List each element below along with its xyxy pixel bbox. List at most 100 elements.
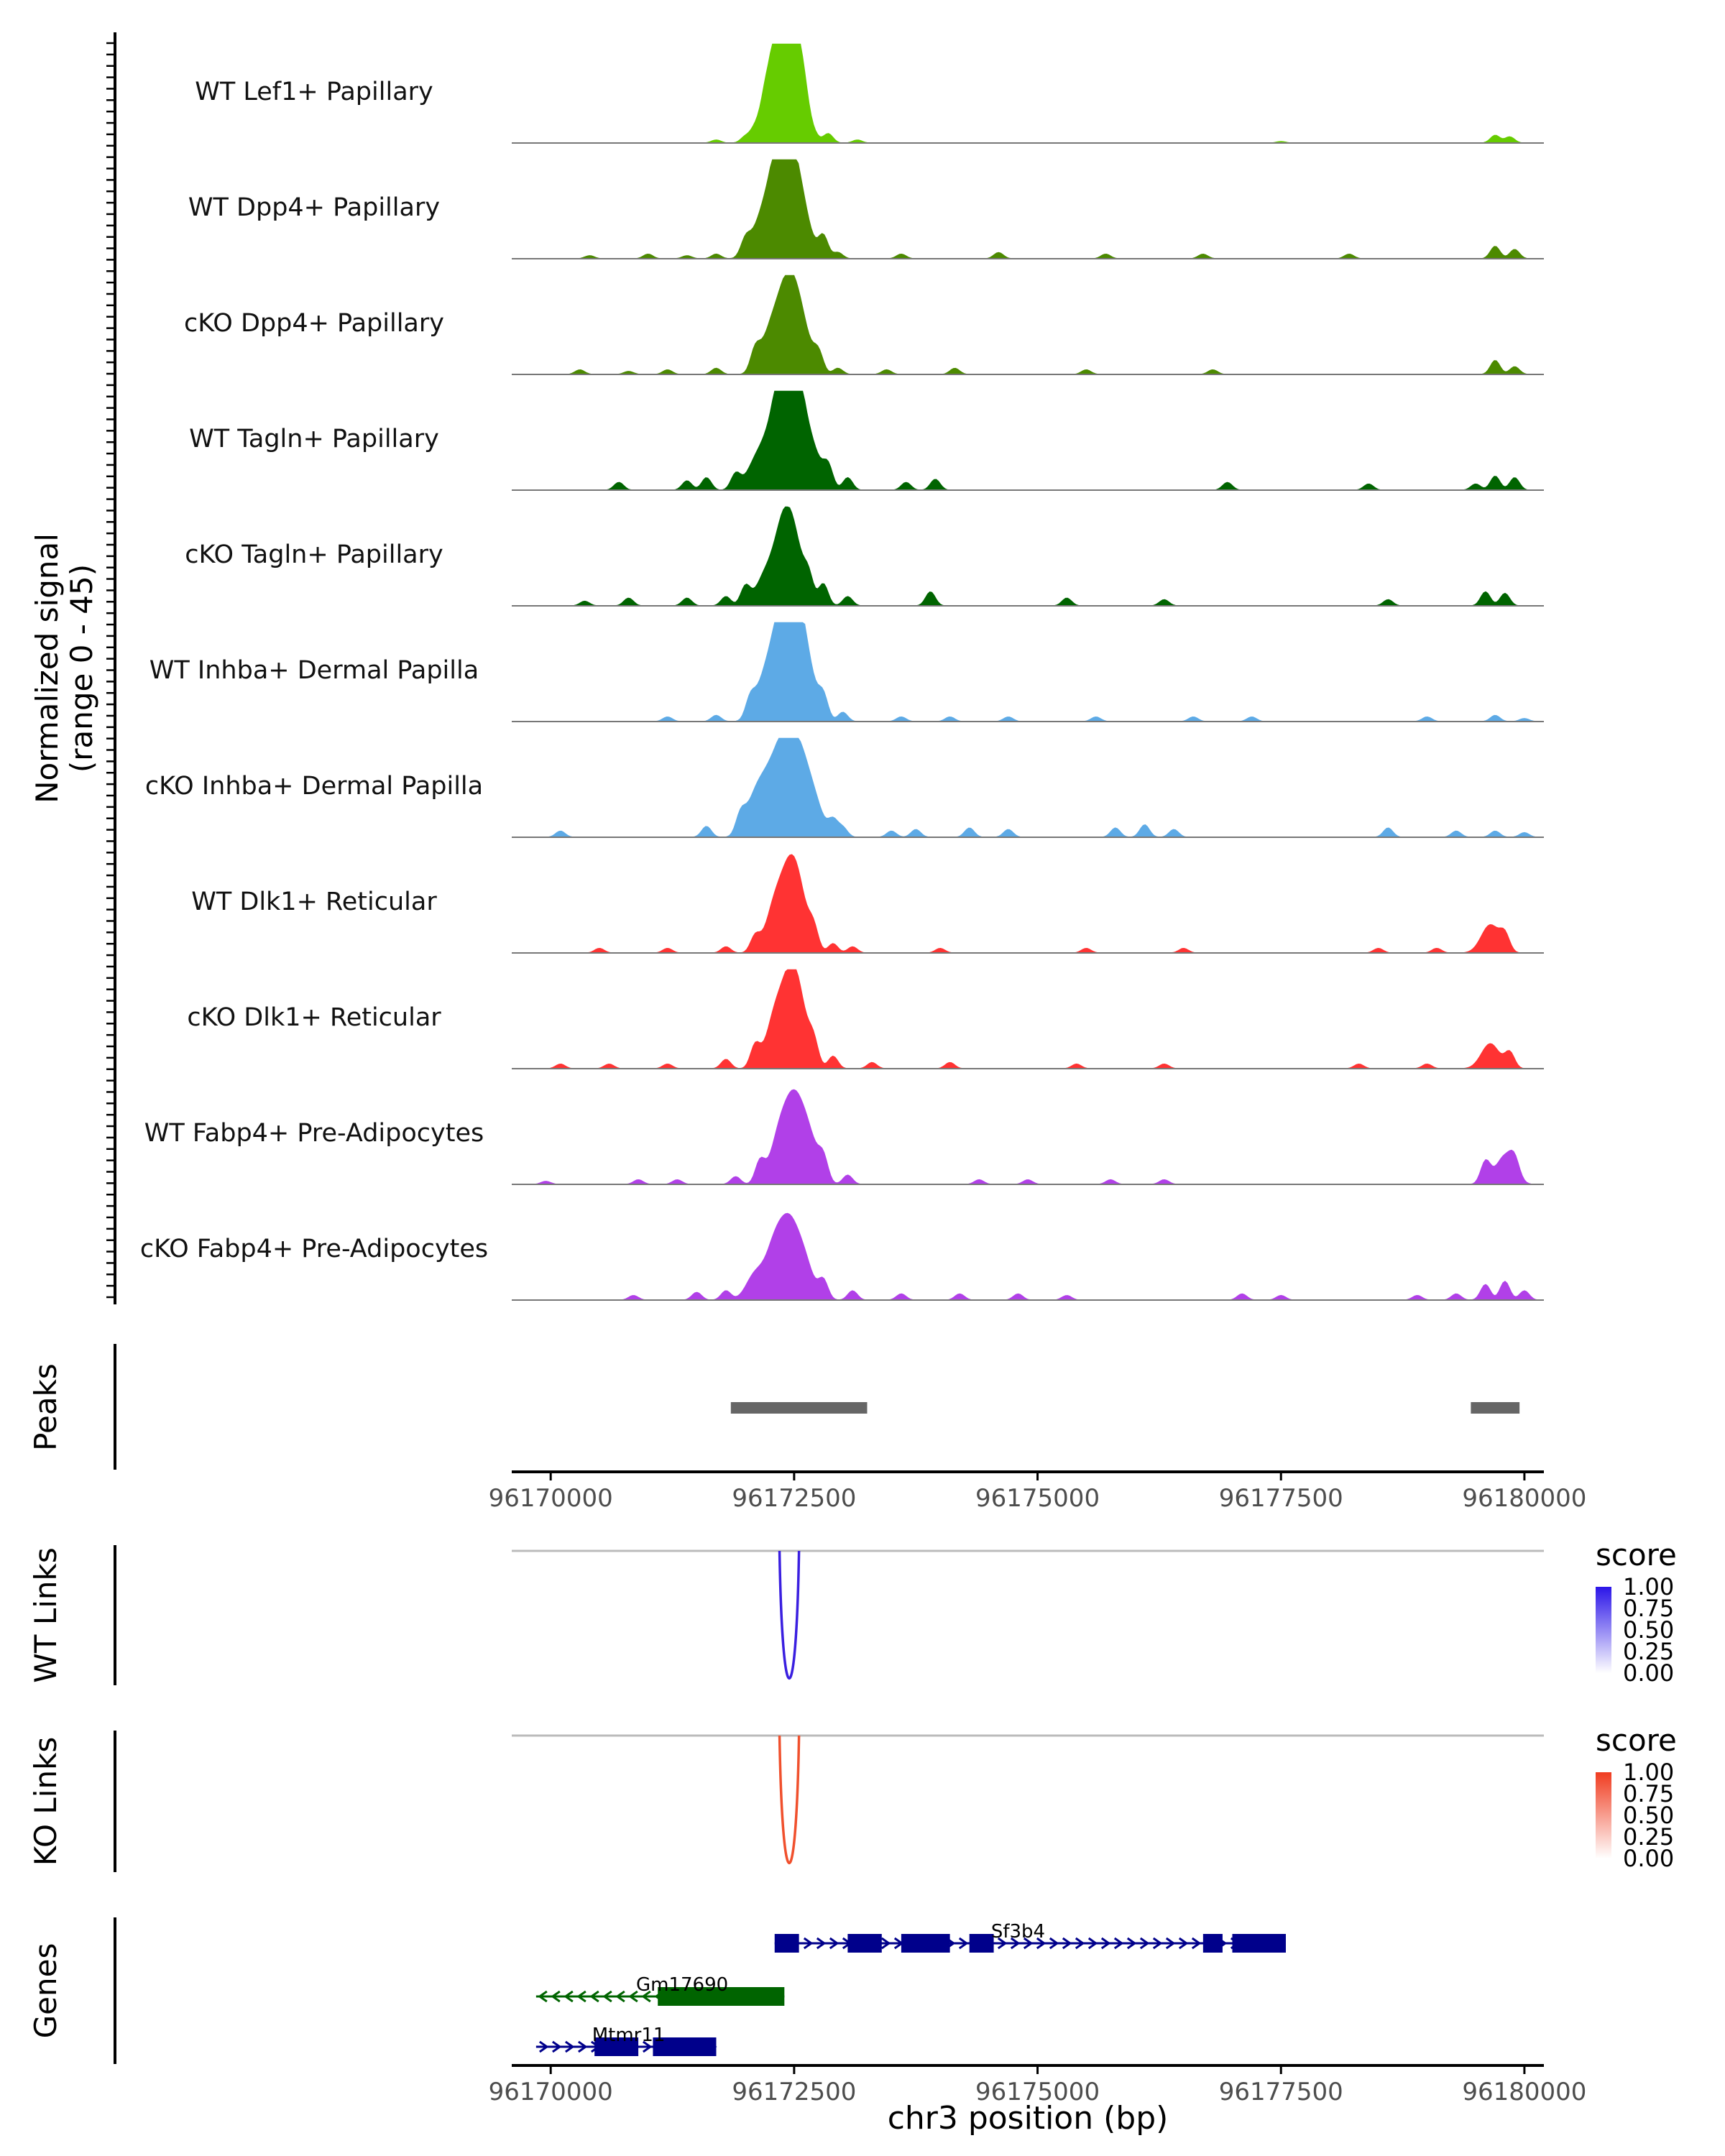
- x-tick-label-genes: 96170000: [489, 2078, 613, 2106]
- gene-strand-chevron: [1178, 1937, 1189, 1950]
- gene-strand-chevron: [643, 2040, 653, 2053]
- legend-panel: score1.000.750.500.250.00score1.000.750.…: [1596, 1537, 1677, 1872]
- legend-tick-label: 0.50: [1623, 1616, 1674, 1644]
- gene-strand-chevron: [576, 1990, 586, 2003]
- gene-strand-chevron: [1023, 1937, 1034, 1950]
- x-tick-label-genes: 96180000: [1462, 2078, 1586, 2106]
- gene-exon: [774, 1934, 799, 1953]
- gene-strand-chevron: [539, 2040, 549, 2053]
- peak-interval: [730, 1402, 868, 1414]
- coverage-track-label: cKO Dlk1+ Reticular: [187, 1003, 441, 1032]
- coverage-area: [512, 506, 1544, 607]
- gene-strand-chevron: [1062, 1937, 1072, 1950]
- gene-strand-chevron: [578, 2040, 588, 2053]
- gene-strand-chevron: [829, 1937, 840, 1950]
- x-tick-label-genes: 96177500: [1219, 2078, 1343, 2106]
- coverage-track-label: cKO Inhba+ Dermal Papilla: [145, 772, 483, 801]
- gene-strand-chevron: [552, 2040, 562, 2053]
- coverage-y-label-line1: Normalized signal: [29, 533, 65, 803]
- gene-strand-chevron: [1113, 1937, 1124, 1950]
- peak-interval: [1471, 1402, 1520, 1414]
- gene-exon: [1232, 1934, 1286, 1953]
- legend-tick-label: 1.00: [1623, 1573, 1674, 1600]
- gene-strand-chevron: [803, 1937, 814, 1950]
- coverage-track: WT Dlk1+ Reticular: [191, 854, 1544, 954]
- coverage-track: WT Inhba+ Dermal Papilla: [150, 622, 1544, 722]
- gene-strand-chevron: [880, 1937, 891, 1950]
- coverage-track-label: WT Tagln+ Papillary: [189, 425, 439, 453]
- gene-strand-chevron: [997, 1937, 1008, 1950]
- gene-strand-chevron: [641, 1990, 651, 2003]
- legend-colorbar: [1596, 1772, 1611, 1858]
- gene-strand-chevron: [602, 1990, 612, 2003]
- x-tick-label-peaks: 96177500: [1219, 1484, 1343, 1513]
- coverage-track: cKO Inhba+ Dermal Papilla: [145, 737, 1544, 838]
- link-arc: [778, 1550, 801, 1680]
- link-arc: [778, 1735, 801, 1864]
- coverage-track: cKO Tagln+ Papillary: [185, 506, 1544, 607]
- gene-model: Gm17690: [535, 1974, 785, 2006]
- coverage-track: WT Dpp4+ Papillary: [188, 159, 1544, 259]
- coverage-track: cKO Dpp4+ Papillary: [184, 275, 1544, 375]
- gene-exon: [653, 2037, 717, 2056]
- gene-exon: [594, 2037, 639, 2056]
- genes-label: Genes: [28, 1943, 63, 2039]
- x-tick-label-genes: 96175000: [975, 2078, 1100, 2106]
- gene-name-label: Mtmr11: [592, 2024, 666, 2046]
- x-tick-label-peaks: 96180000: [1462, 1484, 1586, 1513]
- coverage-y-label: Normalized signal(range 0 - 45): [29, 533, 99, 803]
- gene-exon: [901, 1934, 950, 1953]
- gene-strand-chevron: [1036, 1937, 1046, 1950]
- coverage-area: [512, 43, 1544, 144]
- coverage-area: [512, 390, 1544, 491]
- gene-strand-chevron: [564, 1990, 574, 2003]
- gene-strand-chevron: [1049, 1937, 1059, 1950]
- legend-tick-label: 1.00: [1623, 1759, 1674, 1786]
- legend-tick-label: 0.25: [1623, 1638, 1674, 1665]
- coverage-track-label: WT Fabp4+ Pre-Adipocytes: [144, 1119, 484, 1148]
- x-axis-title: chr3 position (bp): [888, 2100, 1169, 2137]
- gene-model: Mtmr11: [535, 2024, 717, 2056]
- links-label: WT Links: [28, 1547, 63, 1682]
- coverage-area: [512, 1089, 1544, 1185]
- legend-colorbar: [1596, 1587, 1611, 1673]
- coverage-track: WT Lef1+ Papillary: [195, 43, 1544, 144]
- x-tick-label-peaks: 96172500: [732, 1484, 856, 1513]
- legend-tick-label: 0.75: [1623, 1595, 1674, 1622]
- gene-strand-chevron: [1100, 1937, 1111, 1950]
- gene-model: Sf3b4: [774, 1921, 1286, 1953]
- gene-strand-chevron: [1010, 1937, 1021, 1950]
- coverage-track-label: cKO Fabp4+ Pre-Adipocytes: [140, 1235, 488, 1263]
- legend-title: score: [1596, 1723, 1677, 1758]
- coverage-track-label: WT Inhba+ Dermal Papilla: [150, 656, 479, 685]
- coverage-track-label: WT Lef1+ Papillary: [195, 78, 433, 106]
- coverage-track: cKO Fabp4+ Pre-Adipocytes: [140, 1212, 1544, 1301]
- gene-strand-chevron: [1075, 1937, 1085, 1950]
- gene-strand-chevron: [816, 1937, 827, 1950]
- gene-name-label: Sf3b4: [991, 1921, 1045, 1943]
- coverage-area: [512, 275, 1544, 375]
- gene-exon: [969, 1934, 994, 1953]
- gene-strand-chevron: [958, 1937, 969, 1950]
- gene-strand-chevron: [565, 2040, 575, 2053]
- coverage-area: [512, 159, 1544, 259]
- gene-strand-chevron: [1165, 1937, 1176, 1950]
- peaks-label: Peaks: [28, 1363, 63, 1451]
- coverage-track-label: WT Dlk1+ Reticular: [191, 888, 437, 916]
- links-panel: WT Links KO Links: [28, 1545, 1544, 1872]
- gene-strand-chevron: [589, 1990, 599, 2003]
- gene-strand-chevron: [628, 1990, 638, 2003]
- legend-tick-label: 0.75: [1623, 1780, 1674, 1807]
- coverage-track-label: WT Dpp4+ Papillary: [188, 193, 440, 222]
- genes-panel: Genes Sf3b4 Gm17690 Mtmr11 96170000 96172500 9…: [28, 1917, 1586, 2137]
- gene-strand-chevron: [538, 1990, 548, 2003]
- x-tick-label-genes: 96172500: [732, 2078, 856, 2106]
- x-tick-label-peaks: 96170000: [489, 1484, 613, 1513]
- gene-strand-chevron: [1126, 1937, 1137, 1950]
- gene-strand-chevron: [1087, 1937, 1098, 1950]
- coverage-track-label: cKO Tagln+ Papillary: [185, 540, 443, 569]
- coverage-area: [512, 854, 1544, 954]
- links-track: WT Links: [28, 1545, 1544, 1685]
